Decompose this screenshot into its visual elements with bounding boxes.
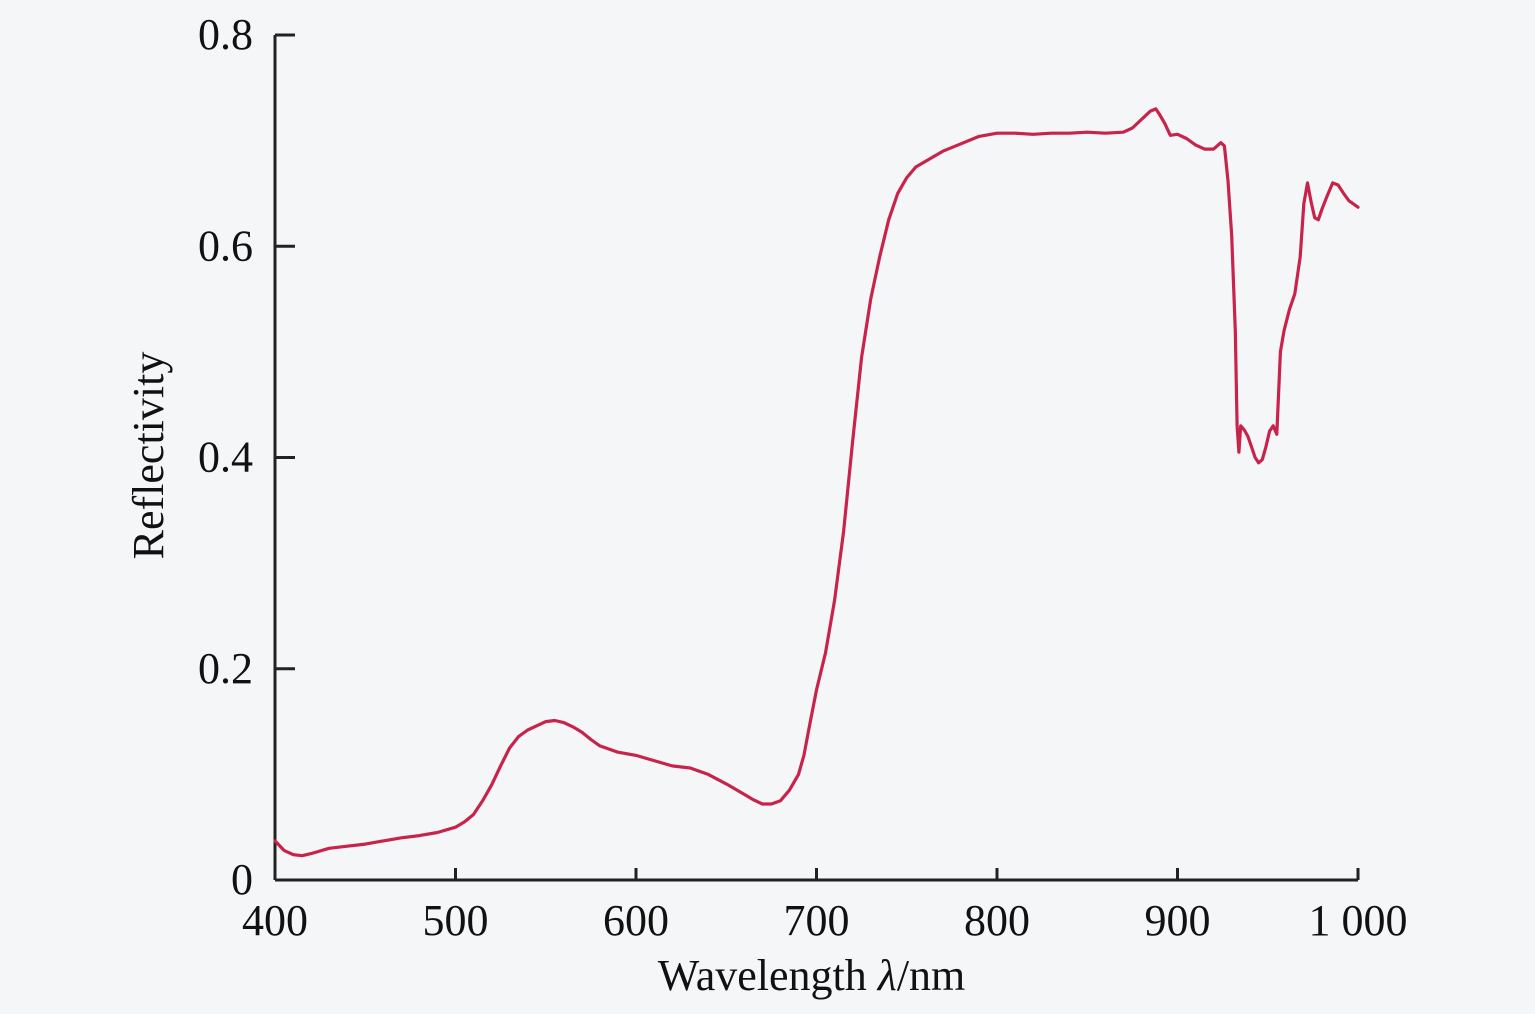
y-ticks: 0 0.2 0.4 0.6 0.8 [198,10,295,904]
x-tick-label: 500 [423,896,489,945]
x-tick-label: 800 [964,896,1030,945]
y-axis-title: Reflectivity [124,352,173,560]
x-axis-title-suffix: /nm [897,951,965,1000]
y-tick-label: 0.2 [198,644,253,693]
x-tick-label: 700 [784,896,850,945]
y-tick-label: 0.6 [198,221,253,270]
x-tick-label: 900 [1145,896,1211,945]
x-axis-title-prefix: Wavelength [658,951,878,1000]
x-axis-title: Wavelength λ/nm [658,951,966,1000]
axes [273,35,1358,882]
series-layer [273,107,1360,858]
y-tick-label: 0 [231,855,253,904]
x-tick-label: 600 [603,896,669,945]
reflectance-curve [273,107,1360,858]
x-tick-label: 1 000 [1309,896,1408,945]
y-tick-label: 0.8 [198,10,253,59]
x-tick-label: 400 [242,896,308,945]
x-axis-title-symbol: λ [876,951,897,1000]
y-tick-label: 0.4 [198,433,253,482]
x-ticks: 400 500 600 700 800 900 1 000 [242,868,1408,945]
